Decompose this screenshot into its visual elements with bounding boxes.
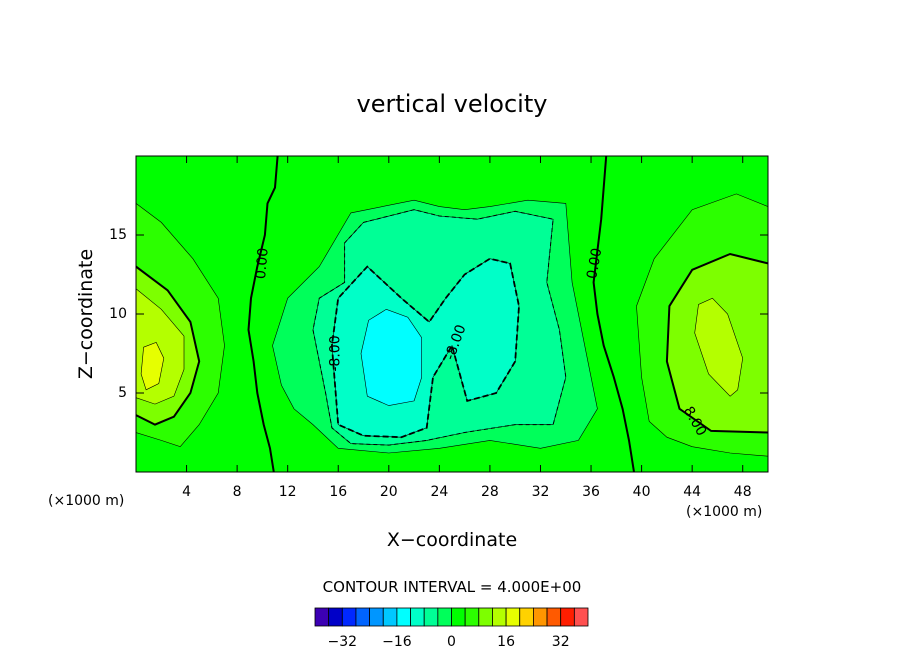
regions-layer [136, 193, 768, 457]
y-tick-label: 15 [109, 227, 127, 243]
x-tick-label: 12 [279, 484, 297, 500]
colorbar-swatch [533, 607, 548, 627]
x-tick-label: 4 [182, 484, 191, 500]
contour-label-2: -8.00 [328, 335, 344, 371]
x-tick-label: 16 [329, 484, 347, 500]
y-axis-label: Z−coordinate [75, 249, 97, 379]
contour-left-8-line [136, 265, 201, 426]
colorbar-tick-label: −16 [382, 634, 412, 650]
colorbar-swatch [546, 607, 562, 627]
x-axis-ticks: 4 8 12 16 20 24 28 32 36 40 44 48 [182, 156, 752, 500]
x-tick-label: 40 [633, 484, 651, 500]
plot-area: 0.00 0.00-8.00 -8.008.00 [136, 156, 768, 472]
colorbar-swatch [355, 607, 371, 627]
x-tick-label: 24 [430, 484, 448, 500]
colorbar-swatch [341, 607, 357, 627]
x-tick-label: 44 [683, 484, 701, 500]
contour-label-1: 0.00 [584, 247, 605, 280]
x-unit-label-left: (×1000 m) [48, 493, 124, 509]
x-tick-label: 28 [481, 484, 499, 500]
colorbar-tick-label: 32 [552, 634, 570, 650]
colorbar-swatch [492, 607, 507, 627]
x-tick-label: 32 [532, 484, 550, 500]
y-tick-label: 5 [118, 385, 127, 401]
contour-zero-line-left [247, 156, 279, 472]
contours-layer [136, 156, 768, 472]
x-unit-label-right: (×1000 m) [686, 504, 762, 520]
colorbar-swatch [314, 607, 330, 627]
colorbar-swatch [451, 607, 466, 627]
colorbar-swatch [382, 607, 398, 627]
colorbar-swatch [437, 607, 452, 627]
x-axis-label: X−coordinate [387, 529, 517, 551]
colorbar-swatch [560, 607, 575, 627]
colorbar-swatch [396, 607, 411, 627]
contour-label-0: 0.00 [253, 247, 272, 279]
colorbar-tick-label: −32 [328, 634, 358, 650]
y-tick-label: 10 [109, 306, 127, 322]
colorbar-swatch [505, 607, 521, 627]
colorbar-swatch [369, 607, 384, 627]
colorbar: −32 −16 0 16 32 [314, 607, 589, 650]
region-center-core [360, 308, 423, 406]
x-tick-label: 20 [380, 484, 398, 500]
x-tick-label: 48 [734, 484, 752, 500]
region-left-core [140, 342, 165, 391]
colorbar-swatch [519, 607, 534, 627]
colorbar-swatch [410, 607, 425, 627]
colorbar-tick-label: 0 [447, 634, 456, 650]
x-tick-label: 8 [233, 484, 242, 500]
colorbar-swatch [423, 607, 439, 627]
colorbar-swatch [573, 607, 589, 627]
contour-zero-line-right [592, 156, 635, 472]
colorbar-swatch [328, 607, 343, 627]
colorbar-tick-label: 16 [497, 634, 515, 650]
colorbar-swatch [464, 607, 480, 627]
contour-right-8-line [665, 252, 768, 434]
x-tick-label: 36 [582, 484, 600, 500]
contour-minus4-line [312, 209, 567, 446]
chart-title: vertical velocity [357, 90, 548, 118]
contour-minus8-line [331, 257, 520, 439]
contour-interval-text: CONTOUR INTERVAL = 4.000E+00 [323, 578, 582, 596]
colorbar-swatch [478, 607, 493, 627]
region-right-inner [694, 297, 744, 397]
y-axis-ticks: 5 10 15 [109, 227, 768, 401]
